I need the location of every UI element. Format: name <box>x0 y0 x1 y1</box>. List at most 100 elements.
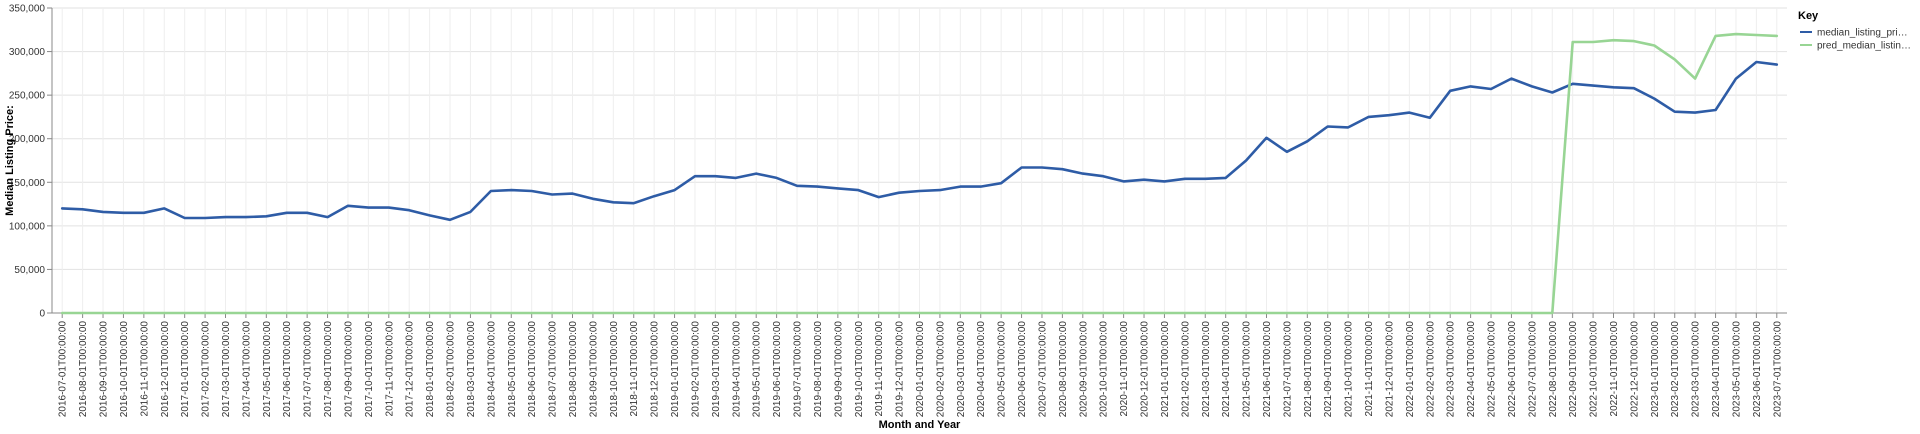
x-tick-label: 2016-10-01T00:00:00 <box>119 321 130 418</box>
x-tick-label: 2016-12-01T00:00:00 <box>160 321 171 418</box>
x-tick-label: 2022-01-01T00:00:00 <box>1405 321 1416 418</box>
x-tick-label: 2017-03-01T00:00:00 <box>221 321 232 418</box>
x-tick-label: 2022-04-01T00:00:00 <box>1466 321 1477 418</box>
y-axis-title: Median Listing Price: <box>4 105 16 216</box>
x-tick-label: 2022-03-01T00:00:00 <box>1446 321 1457 418</box>
x-tick-label: 2023-04-01T00:00:00 <box>1711 321 1722 418</box>
x-tick-label: 2017-05-01T00:00:00 <box>262 321 273 418</box>
x-axis-ticks: 2016-07-01T00:00:00 2016-08-01T00:00:00 20… <box>58 313 1783 418</box>
legend-title: Key <box>1798 10 1819 22</box>
y-axis-ticks: 0 50,000 100,000 150,000 200,000 250,000 300,0… <box>9 4 52 320</box>
x-tick-label: 2023-05-01T00:00:00 <box>1731 321 1742 418</box>
x-tick-label: 2019-03-01T00:00:00 <box>711 321 722 418</box>
x-tick-label: 2022-09-01T00:00:00 <box>1568 321 1579 418</box>
series-lines <box>60 32 1779 315</box>
x-tick-label: 2018-05-01T00:00:00 <box>507 321 518 418</box>
x-tick-label: 2023-03-01T00:00:00 <box>1691 321 1702 418</box>
y-tick-label: 150,000 <box>9 178 46 189</box>
x-tick-label: 2020-09-01T00:00:00 <box>1078 321 1089 418</box>
x-tick-label: 2017-09-01T00:00:00 <box>343 321 354 418</box>
x-tick-label: 2021-07-01T00:00:00 <box>1282 321 1293 418</box>
x-tick-label: 2019-05-01T00:00:00 <box>752 321 763 418</box>
x-tick-label: 2021-02-01T00:00:00 <box>1180 321 1191 418</box>
x-tick-label: 2017-07-01T00:00:00 <box>303 321 314 418</box>
x-tick-label: 2022-05-01T00:00:00 <box>1487 321 1498 418</box>
x-tick-label: 2020-01-01T00:00:00 <box>915 321 926 418</box>
x-tick-label: 2020-02-01T00:00:00 <box>935 321 946 418</box>
y-tick-label: 0 <box>39 309 45 320</box>
x-tick-label: 2016-07-01T00:00:00 <box>58 321 69 418</box>
x-tick-label: 2021-01-01T00:00:00 <box>1160 321 1171 418</box>
x-tick-label: 2020-11-01T00:00:00 <box>1119 321 1130 417</box>
x-tick-label: 2019-08-01T00:00:00 <box>813 321 824 418</box>
x-tick-label: 2023-02-01T00:00:00 <box>1670 321 1681 418</box>
x-tick-label: 2019-12-01T00:00:00 <box>895 321 906 418</box>
x-tick-label: 2019-10-01T00:00:00 <box>854 321 865 418</box>
x-tick-label: 2017-10-01T00:00:00 <box>364 321 375 418</box>
legend-items: median_listing_pri… pred_median_listin… <box>1800 28 1911 52</box>
x-tick-label: 2018-07-01T00:00:00 <box>548 321 559 418</box>
x-tick-label: 2017-11-01T00:00:00 <box>384 321 395 417</box>
x-tick-label: 2018-03-01T00:00:00 <box>466 321 477 418</box>
x-tick-label: 2023-06-01T00:00:00 <box>1752 321 1763 418</box>
x-tick-label: 2019-01-01T00:00:00 <box>670 321 681 418</box>
y-tick-label: 300,000 <box>9 47 46 58</box>
x-tick-label: 2022-06-01T00:00:00 <box>1507 321 1518 418</box>
x-tick-label: 2021-03-01T00:00:00 <box>1201 321 1212 418</box>
y-tick-label: 100,000 <box>9 221 46 232</box>
x-tick-label: 2018-11-01T00:00:00 <box>629 321 640 417</box>
x-tick-label: 2020-12-01T00:00:00 <box>1140 321 1151 418</box>
x-tick-label: 2018-06-01T00:00:00 <box>527 321 538 418</box>
x-tick-label: 2021-12-01T00:00:00 <box>1384 321 1395 418</box>
x-tick-label: 2020-05-01T00:00:00 <box>997 321 1008 418</box>
x-tick-label: 2017-04-01T00:00:00 <box>241 321 252 418</box>
x-tick-label: 2021-06-01T00:00:00 <box>1262 321 1273 418</box>
x-tick-label: 2017-06-01T00:00:00 <box>282 321 293 418</box>
legend-label: pred_median_listin… <box>1817 41 1911 52</box>
x-tick-label: 2018-09-01T00:00:00 <box>588 321 599 418</box>
x-tick-label: 2018-12-01T00:00:00 <box>650 321 661 418</box>
x-tick-label: 2020-07-01T00:00:00 <box>1037 321 1048 418</box>
x-tick-label: 2021-10-01T00:00:00 <box>1344 321 1355 418</box>
y-tick-label: 250,000 <box>9 91 46 102</box>
x-tick-label: 2017-08-01T00:00:00 <box>323 321 334 418</box>
x-tick-label: 2019-02-01T00:00:00 <box>690 321 701 418</box>
x-tick-label: 2017-12-01T00:00:00 <box>405 321 416 418</box>
x-tick-label: 2020-03-01T00:00:00 <box>956 321 967 418</box>
x-tick-label: 2023-07-01T00:00:00 <box>1772 321 1783 418</box>
x-tick-label: 2021-11-01T00:00:00 <box>1364 321 1375 417</box>
x-tick-label: 2020-06-01T00:00:00 <box>1017 321 1028 418</box>
x-tick-label: 2017-01-01T00:00:00 <box>180 321 191 418</box>
x-tick-label: 2018-04-01T00:00:00 <box>486 321 497 418</box>
x-tick-label: 2021-04-01T00:00:00 <box>1221 321 1232 418</box>
x-tick-label: 2021-05-01T00:00:00 <box>1242 321 1253 418</box>
x-tick-label: 2016-09-01T00:00:00 <box>99 321 110 418</box>
x-tick-label: 2020-10-01T00:00:00 <box>1099 321 1110 418</box>
x-tick-label: 2022-10-01T00:00:00 <box>1589 321 1600 418</box>
x-tick-label: 2020-04-01T00:00:00 <box>976 321 987 418</box>
x-tick-label: 2022-07-01T00:00:00 <box>1527 321 1538 418</box>
y-tick-label: 200,000 <box>9 134 46 145</box>
gridlines <box>52 7 1787 314</box>
x-tick-label: 2017-02-01T00:00:00 <box>201 321 212 418</box>
x-tick-label: 2019-11-01T00:00:00 <box>874 321 885 417</box>
legend-label: median_listing_pri… <box>1817 28 1908 39</box>
y-tick-label: 50,000 <box>14 265 45 276</box>
x-tick-label: 2018-01-01T00:00:00 <box>425 321 436 418</box>
x-tick-label: 2021-09-01T00:00:00 <box>1323 321 1334 418</box>
x-tick-label: 2019-07-01T00:00:00 <box>793 321 804 418</box>
series-line-0 <box>60 60 1779 222</box>
x-tick-label: 2022-08-01T00:00:00 <box>1548 321 1559 418</box>
x-tick-label: 2016-08-01T00:00:00 <box>78 321 89 418</box>
x-tick-label: 2018-10-01T00:00:00 <box>609 321 620 418</box>
x-tick-label: 2023-01-01T00:00:00 <box>1650 321 1661 418</box>
x-tick-label: 2018-02-01T00:00:00 <box>446 321 457 418</box>
x-tick-label: 2016-11-01T00:00:00 <box>139 321 150 417</box>
legend: Key median_listing_pri… pred_median_listi… <box>1798 10 1911 52</box>
x-tick-label: 2022-11-01T00:00:00 <box>1609 321 1620 417</box>
x-tick-label: 2020-08-01T00:00:00 <box>1058 321 1069 418</box>
x-axis-title: Month and Year <box>879 419 961 431</box>
x-tick-label: 2021-08-01T00:00:00 <box>1303 321 1314 418</box>
